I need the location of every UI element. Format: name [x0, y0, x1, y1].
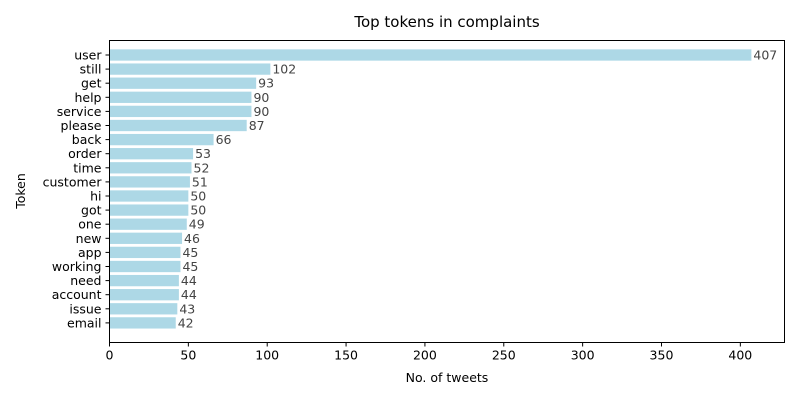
bar-still [109, 63, 271, 75]
bars-group [109, 49, 752, 329]
chart-title: Top tokens in complaints [353, 13, 540, 31]
y-tick-label-order: order [68, 146, 102, 161]
bar-one [109, 218, 187, 230]
value-label-working: 45 [182, 259, 198, 274]
value-label-email: 42 [178, 315, 194, 330]
value-label-please: 87 [249, 118, 265, 133]
value-label-customer: 51 [192, 174, 208, 189]
bar-account [109, 289, 179, 301]
x-tick-label-250: 250 [492, 348, 516, 363]
value-label-service: 90 [253, 104, 269, 119]
x-tick-label-200: 200 [413, 348, 437, 363]
y-tick-label-get: get [81, 76, 102, 91]
y-tick-label-account: account [52, 287, 102, 302]
y-tick-label-service: service [57, 104, 102, 119]
y-tick-label-need: need [70, 273, 101, 288]
y-tick-label-please: please [61, 118, 102, 133]
value-label-got: 50 [190, 203, 206, 218]
y-tick-label-hi: hi [90, 189, 101, 204]
y-axis-title: Token [13, 173, 28, 210]
x-tick-label-100: 100 [255, 348, 279, 363]
x-tick-label-350: 350 [650, 348, 674, 363]
bar-hi [109, 190, 189, 202]
y-tick-label-issue: issue [69, 301, 101, 316]
bar-help [109, 91, 252, 103]
x-axis-ticks: 0 50 100 150 200 250 300 350 400 [106, 342, 752, 363]
value-label-app: 45 [182, 245, 198, 260]
bar-get [109, 77, 257, 89]
y-tick-label-new: new [76, 231, 102, 246]
y-axis-ticks: userstillgethelpservicepleasebackorderti… [43, 48, 110, 330]
bar-order [109, 148, 194, 160]
x-tick-label-150: 150 [334, 348, 358, 363]
y-tick-label-help: help [74, 90, 101, 105]
y-tick-label-working: working [52, 259, 102, 274]
y-tick-label-customer: customer [43, 174, 103, 189]
y-tick-label-got: got [81, 203, 102, 218]
bar-email [109, 317, 176, 329]
value-label-new: 46 [184, 231, 200, 246]
x-tick-label-300: 300 [571, 348, 595, 363]
value-label-time: 52 [194, 160, 210, 175]
value-label-still: 102 [272, 62, 296, 77]
bar-new [109, 232, 183, 244]
y-tick-label-time: time [73, 160, 102, 175]
y-tick-label-email: email [67, 315, 101, 330]
x-tick-label-50: 50 [180, 348, 196, 363]
value-label-one: 49 [189, 217, 205, 232]
bar-back [109, 133, 214, 146]
value-label-issue: 43 [179, 301, 195, 316]
x-axis-title: No. of tweets [406, 370, 489, 385]
value-label-order: 53 [195, 146, 211, 161]
y-tick-label-user: user [74, 48, 102, 63]
y-tick-label-app: app [78, 245, 102, 260]
value-label-account: 44 [181, 287, 197, 302]
bar-issue [109, 303, 178, 315]
value-label-user: 407 [753, 48, 777, 63]
bar-got [109, 204, 189, 216]
value-label-need: 44 [181, 273, 197, 288]
bar-time [109, 162, 192, 174]
value-label-back: 66 [216, 132, 232, 147]
value-label-get: 93 [258, 76, 274, 91]
bar-working [109, 260, 181, 273]
y-tick-label-one: one [78, 217, 102, 232]
y-tick-label-still: still [80, 62, 102, 77]
bar-customer [109, 176, 190, 188]
x-tick-label-0: 0 [106, 348, 114, 363]
value-label-help: 90 [253, 90, 269, 105]
bar-please [109, 119, 247, 132]
plot-frame [109, 40, 785, 343]
y-tick-label-back: back [72, 132, 102, 147]
value-labels-group: 4071029390908766535251505049464545444443… [178, 48, 778, 331]
bar-app [109, 246, 181, 259]
bar-need [109, 274, 179, 287]
x-tick-label-400: 400 [728, 348, 752, 363]
bar-user [109, 49, 752, 61]
bar-service [109, 105, 252, 118]
value-label-hi: 50 [190, 189, 206, 204]
